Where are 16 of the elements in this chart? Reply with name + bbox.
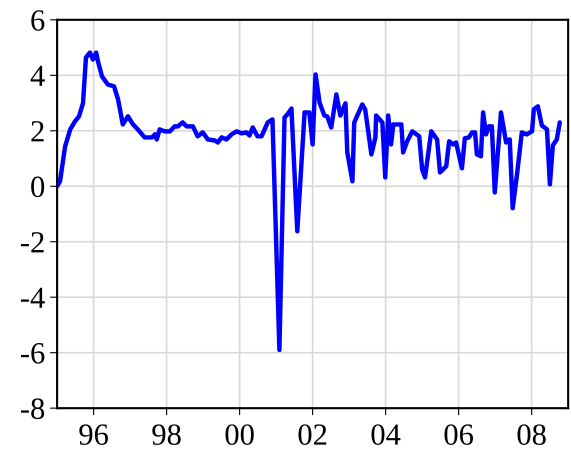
x-tick-label: 06 xyxy=(444,424,473,445)
y-tick-label: 4 xyxy=(30,66,45,86)
y-tick-label: -8 xyxy=(20,398,44,420)
x-tick-label: 08 xyxy=(518,424,546,445)
x-tick-label: 96 xyxy=(79,424,108,445)
x-tick-label: 02 xyxy=(298,424,326,445)
y-tick-label: -6 xyxy=(20,343,44,364)
line-series xyxy=(57,50,562,352)
y-tick-label: -4 xyxy=(20,288,45,308)
y-tick-label: 0 xyxy=(31,176,44,198)
y-tick-label: 6 xyxy=(31,10,44,31)
y-tick-label: -2 xyxy=(20,232,44,252)
y-tick-label: 2 xyxy=(31,121,44,142)
x-tick-label: 98 xyxy=(152,424,181,445)
x-tick-label: 00 xyxy=(226,424,254,445)
x-tick-label: 04 xyxy=(372,424,400,445)
